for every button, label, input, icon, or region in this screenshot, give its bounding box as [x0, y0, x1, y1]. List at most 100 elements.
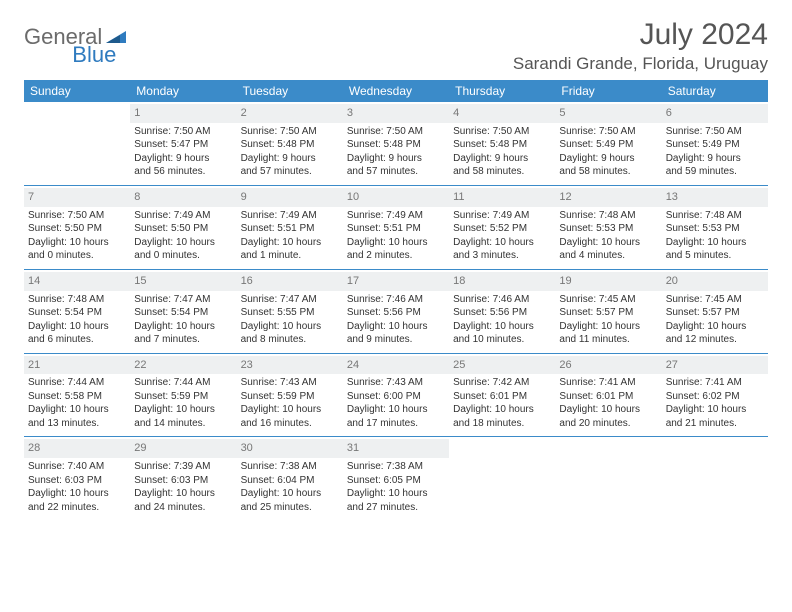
day-number: 10: [343, 188, 449, 207]
daylight-text: Daylight: 10 hours: [134, 487, 232, 501]
sunrise-text: Sunrise: 7:50 AM: [241, 125, 339, 139]
daylight-text: and 11 minutes.: [559, 333, 657, 347]
sunset-text: Sunset: 5:54 PM: [28, 306, 126, 320]
calendar-day-cell: 18Sunrise: 7:46 AMSunset: 5:56 PMDayligh…: [449, 269, 555, 353]
sunset-text: Sunset: 5:50 PM: [28, 222, 126, 236]
daylight-text: and 24 minutes.: [134, 501, 232, 515]
daylight-text: and 57 minutes.: [347, 165, 445, 179]
calendar-week-row: 28Sunrise: 7:40 AMSunset: 6:03 PMDayligh…: [24, 437, 768, 520]
sunset-text: Sunset: 5:58 PM: [28, 390, 126, 404]
calendar-day-cell: 13Sunrise: 7:48 AMSunset: 5:53 PMDayligh…: [662, 185, 768, 269]
daylight-text: and 2 minutes.: [347, 249, 445, 263]
sunset-text: Sunset: 5:54 PM: [134, 306, 232, 320]
daylight-text: Daylight: 10 hours: [666, 320, 764, 334]
daylight-text: and 4 minutes.: [559, 249, 657, 263]
sunset-text: Sunset: 5:59 PM: [134, 390, 232, 404]
calendar-day-cell: 27Sunrise: 7:41 AMSunset: 6:02 PMDayligh…: [662, 353, 768, 437]
title-block: July 2024 Sarandi Grande, Florida, Urugu…: [513, 18, 768, 74]
daylight-text: and 58 minutes.: [559, 165, 657, 179]
location-subtitle: Sarandi Grande, Florida, Uruguay: [513, 54, 768, 74]
day-number: 20: [662, 272, 768, 291]
logo: General Blue: [24, 18, 174, 50]
calendar-day-cell: 22Sunrise: 7:44 AMSunset: 5:59 PMDayligh…: [130, 353, 236, 437]
daylight-text: and 3 minutes.: [453, 249, 551, 263]
day-number: 2: [237, 104, 343, 123]
daylight-text: and 20 minutes.: [559, 417, 657, 431]
sunrise-text: Sunrise: 7:49 AM: [134, 209, 232, 223]
sunset-text: Sunset: 6:03 PM: [28, 474, 126, 488]
sunset-text: Sunset: 5:53 PM: [666, 222, 764, 236]
calendar-day-cell: 10Sunrise: 7:49 AMSunset: 5:51 PMDayligh…: [343, 185, 449, 269]
day-number: 16: [237, 272, 343, 291]
sunrise-text: Sunrise: 7:48 AM: [28, 293, 126, 307]
daylight-text: and 5 minutes.: [666, 249, 764, 263]
sunrise-text: Sunrise: 7:50 AM: [453, 125, 551, 139]
sunrise-text: Sunrise: 7:45 AM: [666, 293, 764, 307]
day-number: 17: [343, 272, 449, 291]
daylight-text: and 18 minutes.: [453, 417, 551, 431]
sunset-text: Sunset: 6:00 PM: [347, 390, 445, 404]
daylight-text: and 14 minutes.: [134, 417, 232, 431]
calendar-day-cell: 28Sunrise: 7:40 AMSunset: 6:03 PMDayligh…: [24, 437, 130, 520]
sunrise-text: Sunrise: 7:43 AM: [241, 376, 339, 390]
daylight-text: Daylight: 10 hours: [453, 403, 551, 417]
sunset-text: Sunset: 6:05 PM: [347, 474, 445, 488]
calendar-table: Sunday Monday Tuesday Wednesday Thursday…: [24, 80, 768, 520]
sunset-text: Sunset: 5:48 PM: [453, 138, 551, 152]
day-number: 14: [24, 272, 130, 291]
daylight-text: Daylight: 10 hours: [666, 236, 764, 250]
sunrise-text: Sunrise: 7:47 AM: [134, 293, 232, 307]
calendar-day-cell: 2 Sunrise: 7:50 AMSunset: 5:48 PMDaylight…: [237, 102, 343, 185]
daylight-text: and 7 minutes.: [134, 333, 232, 347]
sunset-text: Sunset: 5:53 PM: [559, 222, 657, 236]
day-number: 6: [662, 104, 768, 123]
daylight-text: Daylight: 9 hours: [241, 152, 339, 166]
sunset-text: Sunset: 5:50 PM: [134, 222, 232, 236]
daylight-text: and 8 minutes.: [241, 333, 339, 347]
daylight-text: Daylight: 10 hours: [134, 236, 232, 250]
day-number: 1: [130, 104, 236, 123]
sunrise-text: Sunrise: 7:50 AM: [28, 209, 126, 223]
daylight-text: and 13 minutes.: [28, 417, 126, 431]
sunset-text: Sunset: 5:48 PM: [241, 138, 339, 152]
sunset-text: Sunset: 5:57 PM: [666, 306, 764, 320]
calendar-week-row: 7Sunrise: 7:50 AMSunset: 5:50 PMDaylight…: [24, 185, 768, 269]
sunrise-text: Sunrise: 7:46 AM: [453, 293, 551, 307]
sunrise-text: Sunrise: 7:40 AM: [28, 460, 126, 474]
calendar-day-cell: 9Sunrise: 7:49 AMSunset: 5:51 PMDaylight…: [237, 185, 343, 269]
daylight-text: and 58 minutes.: [453, 165, 551, 179]
calendar-day-cell: 23Sunrise: 7:43 AMSunset: 5:59 PMDayligh…: [237, 353, 343, 437]
sunrise-text: Sunrise: 7:42 AM: [453, 376, 551, 390]
daylight-text: Daylight: 10 hours: [347, 487, 445, 501]
calendar-week-row: 14Sunrise: 7:48 AMSunset: 5:54 PMDayligh…: [24, 269, 768, 353]
calendar-day-cell: [662, 437, 768, 520]
day-number: 13: [662, 188, 768, 207]
weekday-header: Saturday: [662, 80, 768, 102]
calendar-day-cell: 21Sunrise: 7:44 AMSunset: 5:58 PMDayligh…: [24, 353, 130, 437]
daylight-text: Daylight: 9 hours: [559, 152, 657, 166]
sunrise-text: Sunrise: 7:48 AM: [559, 209, 657, 223]
sunset-text: Sunset: 6:01 PM: [559, 390, 657, 404]
calendar-day-cell: 24Sunrise: 7:43 AMSunset: 6:00 PMDayligh…: [343, 353, 449, 437]
page-header: General Blue July 2024 Sarandi Grande, F…: [24, 18, 768, 74]
day-number: 23: [237, 356, 343, 375]
daylight-text: and 0 minutes.: [28, 249, 126, 263]
calendar-day-cell: 5Sunrise: 7:50 AMSunset: 5:49 PMDaylight…: [555, 102, 661, 185]
calendar-day-cell: 31Sunrise: 7:38 AMSunset: 6:05 PMDayligh…: [343, 437, 449, 520]
sunrise-text: Sunrise: 7:49 AM: [241, 209, 339, 223]
daylight-text: Daylight: 10 hours: [347, 320, 445, 334]
sunrise-text: Sunrise: 7:38 AM: [347, 460, 445, 474]
weekday-header: Thursday: [449, 80, 555, 102]
daylight-text: and 12 minutes.: [666, 333, 764, 347]
day-number: 12: [555, 188, 661, 207]
day-number: 15: [130, 272, 236, 291]
calendar-day-cell: 8Sunrise: 7:49 AMSunset: 5:50 PMDaylight…: [130, 185, 236, 269]
calendar-day-cell: 16Sunrise: 7:47 AMSunset: 5:55 PMDayligh…: [237, 269, 343, 353]
daylight-text: Daylight: 10 hours: [559, 403, 657, 417]
sunset-text: Sunset: 5:51 PM: [241, 222, 339, 236]
month-title: July 2024: [513, 18, 768, 52]
sunset-text: Sunset: 5:47 PM: [134, 138, 232, 152]
day-number: 3: [343, 104, 449, 123]
sunset-text: Sunset: 5:55 PM: [241, 306, 339, 320]
sunrise-text: Sunrise: 7:49 AM: [347, 209, 445, 223]
